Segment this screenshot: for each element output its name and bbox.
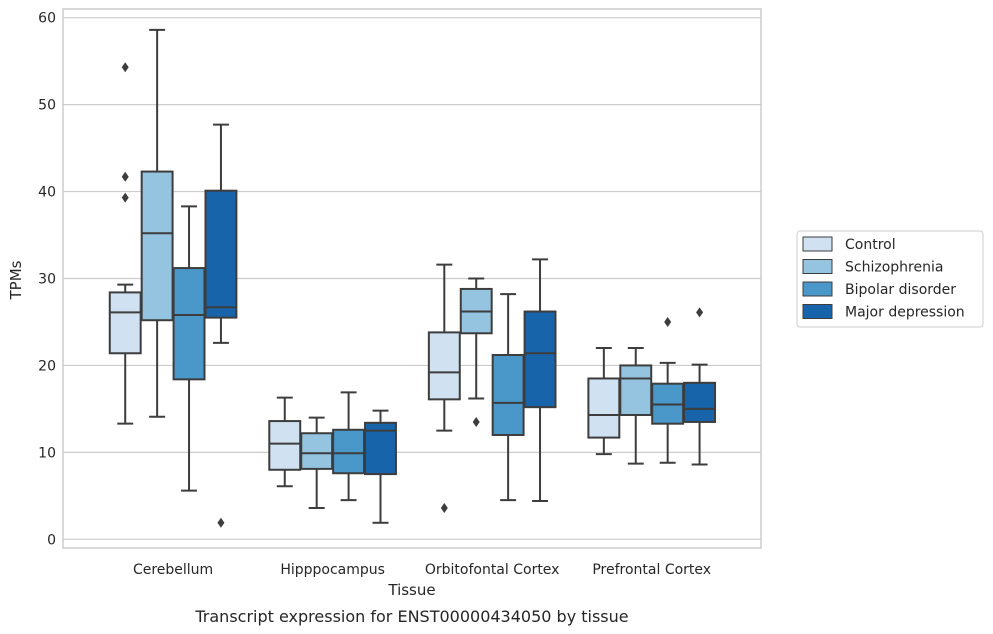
box-group (364, 409, 397, 524)
outlier-point (121, 171, 129, 182)
box-group (683, 307, 717, 466)
box-iqr (204, 189, 238, 319)
x-tick-label: Cerebellum (133, 562, 213, 578)
x-tick-label: Prefrontal Cortex (592, 562, 711, 578)
box-group (427, 263, 461, 514)
box-group (140, 28, 174, 418)
box-iqr (683, 381, 717, 423)
legend-label: Bipolar disorder (845, 282, 956, 298)
box-iqr (427, 331, 461, 401)
y-tick-label: 10 (38, 445, 56, 461)
box-group (587, 347, 621, 456)
box-group (491, 293, 525, 502)
box-group (172, 205, 206, 492)
x-tick-label: Orbitofontal Cortex (425, 562, 560, 578)
y-axis-title: TPMs (7, 260, 25, 300)
plot-frame (62, 8, 762, 549)
legend-swatch (802, 281, 833, 297)
x-axis-ticks: Cerebellum Hipppocampus Orbitofontal Corte… (133, 562, 711, 578)
outlier-point (472, 416, 480, 427)
box-group (459, 277, 493, 427)
box-iqr (587, 377, 621, 439)
legend-swatch (802, 259, 833, 274)
chart-caption: Transcript expression for ENST0000043405… (194, 607, 628, 626)
box-iqr (491, 354, 525, 436)
box-iqr (523, 310, 557, 409)
legend: Control Schizophrenia Bipolar disorder Majo… (796, 230, 984, 328)
outlier-point (217, 517, 225, 528)
legend-swatch (802, 304, 833, 319)
box-group (268, 396, 302, 488)
y-tick-label: 50 (38, 98, 56, 114)
box-group (651, 316, 685, 464)
y-tick-label: 0 (47, 532, 56, 548)
y-tick-label: 60 (38, 11, 56, 27)
box-iqr (172, 267, 206, 381)
box-group (108, 62, 142, 425)
x-tick-label: Hipppocampus (280, 562, 385, 578)
box-group (523, 258, 557, 503)
box-groups (108, 28, 717, 528)
box-iqr (300, 432, 334, 470)
outlier-point (696, 307, 704, 318)
y-tick-label: 20 (38, 358, 56, 374)
box-group (332, 391, 366, 502)
box-iqr (332, 428, 366, 475)
legend-label: Major depression (845, 305, 965, 321)
y-axis-ticks: 0 10 20 30 40 50 60 (38, 11, 56, 549)
y-tick-label: 40 (38, 185, 56, 201)
box-group (204, 123, 238, 528)
y-tick-label: 30 (38, 272, 56, 288)
legend-frame (796, 230, 984, 328)
outlier-point (440, 503, 448, 514)
box-iqr (268, 420, 302, 471)
x-axis-title: Tissue (387, 581, 435, 599)
box-iqr (140, 170, 174, 322)
outlier-point (121, 192, 129, 203)
legend-label: Control (845, 237, 896, 253)
outlier-point (664, 316, 672, 327)
box-iqr (619, 364, 653, 416)
legend-swatch (802, 236, 833, 252)
box-iqr (108, 291, 142, 355)
outlier-point (121, 62, 129, 73)
legend-label: Schizophrenia (845, 260, 943, 276)
